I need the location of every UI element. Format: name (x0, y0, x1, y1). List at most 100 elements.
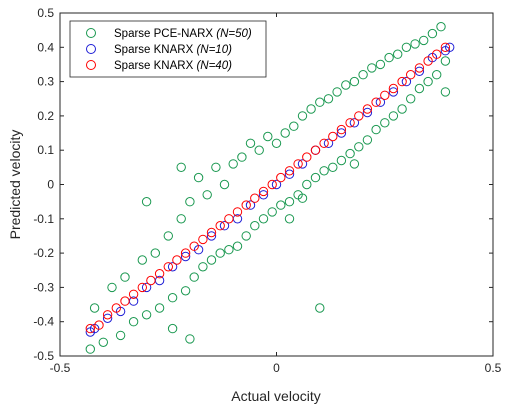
x-tick-label: -0.5 (50, 361, 71, 375)
data-point (163, 262, 174, 272)
data-point (410, 39, 420, 49)
data-point (375, 97, 386, 107)
y-tick-label: 0.5 (37, 6, 54, 20)
data-point (436, 22, 446, 32)
data-point (146, 275, 156, 286)
data-point (258, 186, 269, 197)
data-point (137, 282, 148, 293)
data-point (349, 118, 360, 128)
data-point (367, 63, 377, 73)
data-point (263, 131, 273, 142)
data-point (85, 344, 96, 354)
data-point (245, 138, 256, 149)
data-point (107, 282, 117, 293)
data-point (202, 190, 212, 200)
data-point (219, 221, 230, 231)
y-tick-label: -0.4 (33, 315, 54, 329)
data-point (423, 76, 433, 87)
data-point (185, 334, 195, 344)
data-point (284, 169, 295, 179)
data-point (85, 323, 96, 334)
legend-box (69, 20, 267, 78)
data-point (293, 159, 303, 169)
data-point (271, 138, 282, 149)
data-point (167, 262, 178, 272)
data-point (328, 162, 338, 173)
y-tick-label: 0.2 (37, 109, 54, 123)
data-point (440, 42, 451, 52)
data-point (323, 138, 334, 149)
data-point (115, 330, 126, 341)
data-point (371, 124, 381, 135)
data-point (193, 172, 204, 183)
x-tick-label: 0.5 (485, 361, 502, 375)
data-point (375, 59, 386, 70)
data-point (258, 190, 269, 200)
data-point (232, 207, 243, 217)
data-point (380, 90, 390, 101)
data-point (297, 159, 308, 169)
data-point (250, 193, 260, 203)
legend: Sparse PCE-NARX (N=50) Sparse KNARX (N=10… (69, 20, 267, 78)
data-point (180, 251, 191, 262)
data-point (254, 145, 264, 155)
data-point (167, 293, 178, 303)
data-point (406, 94, 416, 104)
data-point (397, 104, 407, 114)
data-point (163, 231, 174, 241)
data-point (310, 145, 321, 155)
data-point (445, 42, 455, 52)
data-point (276, 200, 286, 210)
data-point (215, 248, 225, 258)
data-point (427, 28, 438, 39)
axis-ticks: -0.5 0 0.5 -0.5 -0.4 -0.3 -0.2 -0.1 0 0.1 0.2 0.3 0.… (33, 6, 501, 375)
data-point (137, 255, 148, 265)
data-point (354, 142, 364, 152)
data-points (85, 22, 455, 354)
data-point (432, 70, 442, 80)
data-point (414, 66, 425, 77)
data-point (328, 131, 338, 142)
y-tick-label: 0.3 (37, 75, 54, 89)
y-tick-label: -0.1 (33, 212, 54, 226)
legend-marker (86, 60, 96, 70)
y-tick-label: 0.1 (37, 143, 54, 157)
data-point (176, 162, 186, 173)
data-point (345, 148, 355, 159)
data-point (224, 245, 234, 255)
data-point (284, 166, 295, 176)
legend-entry: Sparse PCE-NARX (N=50) (114, 28, 252, 40)
data-point (388, 87, 399, 97)
data-point (245, 200, 256, 210)
data-point (284, 214, 295, 224)
data-point (102, 310, 113, 320)
y-tick-label: -0.3 (33, 280, 54, 294)
data-point (276, 172, 286, 183)
y-tick-label: 0.4 (37, 40, 54, 54)
data-point (111, 303, 122, 313)
data-point (141, 197, 152, 207)
data-point (306, 104, 316, 114)
data-point (310, 172, 321, 183)
data-point (189, 272, 199, 282)
data-point (141, 310, 152, 320)
data-point (128, 289, 139, 299)
data-point (401, 42, 412, 52)
data-point (180, 248, 191, 258)
data-point (332, 87, 342, 97)
data-point (362, 135, 373, 145)
data-point (120, 272, 130, 282)
data-point (237, 152, 247, 162)
data-point (362, 107, 373, 118)
y-axis-label: Predicted velocity (7, 130, 23, 240)
data-point (354, 111, 364, 121)
data-point (267, 207, 277, 217)
x-axis-label: Actual velocity (231, 388, 320, 404)
data-point (241, 200, 251, 210)
data-point (406, 70, 416, 80)
legend-entry: Sparse KNARX (N=40) (114, 60, 232, 72)
data-point (440, 87, 451, 97)
data-point (388, 111, 399, 121)
data-point (250, 221, 260, 231)
